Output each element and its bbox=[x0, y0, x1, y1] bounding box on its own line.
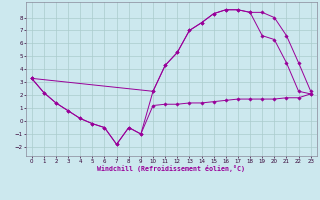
X-axis label: Windchill (Refroidissement éolien,°C): Windchill (Refroidissement éolien,°C) bbox=[97, 165, 245, 172]
